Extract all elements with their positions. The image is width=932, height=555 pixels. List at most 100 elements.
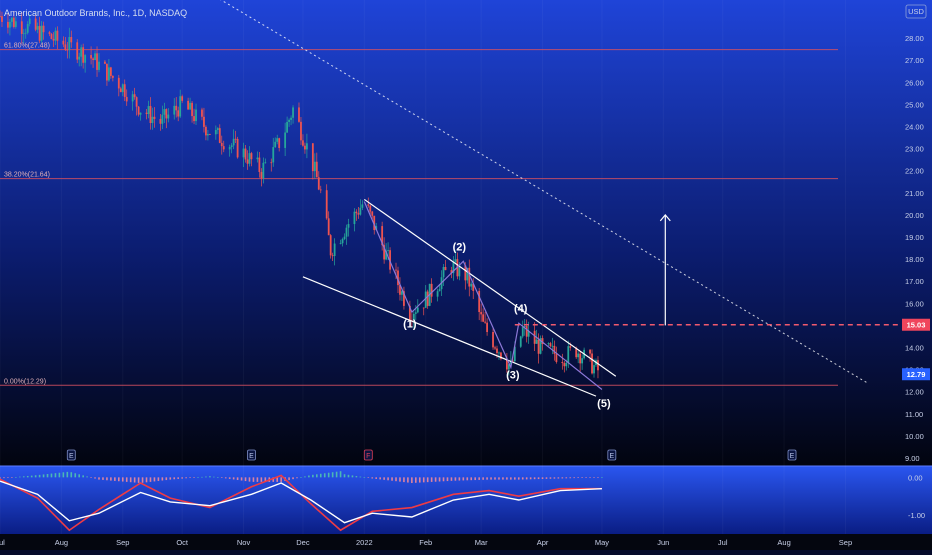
macd-hist-bar [430, 477, 433, 482]
macd-hist-bar [288, 477, 290, 481]
candle-body [181, 96, 184, 101]
price-tick: 18.00 [905, 255, 924, 264]
candle-body [161, 114, 164, 124]
macd-hist-bar [494, 477, 496, 480]
macd-hist-bar [319, 473, 322, 478]
candle-body [523, 326, 526, 328]
price-badge [902, 368, 930, 381]
candle-body [589, 349, 591, 354]
macd-hist-bar [0, 477, 1, 479]
candle-body [10, 17, 13, 22]
candle-body [106, 63, 108, 81]
macd-hist-bar [26, 475, 29, 478]
price-badge-text: 15.03 [907, 321, 926, 330]
macd-hist-bar [601, 477, 603, 478]
price-tick: 16.00 [905, 299, 924, 308]
time-tick: Sep [116, 538, 129, 547]
candle-body [426, 291, 429, 306]
macd-hist-bar [125, 477, 128, 482]
macd-hist-bar [137, 477, 140, 483]
candle-body [347, 224, 350, 228]
candle-body [357, 213, 360, 215]
candle-body [450, 270, 453, 274]
candle-body [311, 143, 314, 172]
macd-hist-bar [316, 474, 318, 478]
macd-hist-bar [121, 477, 124, 482]
target-arrow-head [659, 213, 671, 222]
macd-hist-bar [517, 477, 520, 480]
candle-body [208, 133, 211, 135]
candle-body [191, 102, 193, 117]
event-marker-letter: E [790, 453, 795, 460]
candle-body [492, 332, 494, 348]
macd-hist-bar [169, 477, 172, 480]
macd-hist-bar [201, 476, 203, 478]
macd-hist-bar [426, 477, 429, 483]
candle-body [76, 42, 79, 60]
macd-hist-bar [347, 474, 350, 478]
candle-body [565, 362, 568, 367]
wave-label: (3) [506, 369, 520, 381]
event-marker-letter: E [249, 453, 254, 460]
candle-body [123, 84, 126, 97]
time-tick: Mar [475, 538, 488, 547]
macd-hist-bar [304, 476, 306, 478]
macd-hist-bar [98, 477, 100, 480]
candle-body [361, 204, 364, 208]
time-tick: May [595, 538, 609, 547]
candle-body [177, 110, 180, 117]
macd-hist-bar [593, 477, 595, 478]
macd-hist-bar [529, 477, 532, 480]
candle-body [553, 345, 556, 354]
price-pane-bg [0, 0, 932, 466]
drawings: (1) (2) (3) (4) (5) [220, 0, 900, 410]
candle-body [52, 38, 55, 41]
candle-body [153, 116, 156, 119]
macd-hist-bar [312, 474, 314, 478]
time-tick: Dec [296, 538, 310, 547]
candle-body [466, 267, 469, 281]
fib-label: 38.20%(21.64) [4, 172, 50, 179]
price-tick: 21.00 [905, 189, 924, 198]
candle-body [424, 291, 427, 308]
candle-body [133, 94, 136, 98]
candle-body [42, 25, 45, 33]
candle-body [145, 112, 148, 115]
candle-body [220, 142, 223, 147]
macd-hist-bar [86, 476, 88, 478]
candle-body [472, 283, 475, 291]
candle-body [430, 283, 433, 297]
candle-body [109, 67, 112, 76]
candle-body [539, 338, 542, 354]
currency-label: USD [908, 7, 924, 16]
candle-body [454, 259, 457, 262]
macd-hist-bar [466, 477, 469, 481]
macd-hist-bar [118, 477, 120, 482]
event-marker-box [247, 449, 256, 461]
macd-signal-line [0, 474, 602, 532]
macd-hist-bar [442, 477, 445, 482]
candle-body [442, 266, 445, 278]
macd-hist-bar [379, 477, 381, 480]
macd-hist-bar [422, 477, 425, 483]
candle-body [111, 75, 114, 78]
candle-body [205, 126, 207, 136]
candle-body [577, 353, 580, 358]
candle-body [345, 227, 348, 237]
macd-hist-bar [533, 477, 536, 480]
candle-body [315, 161, 318, 178]
candle-body [319, 189, 322, 191]
candle-body [234, 138, 237, 140]
macd-hist-bar [541, 477, 544, 479]
candle-body [541, 338, 544, 345]
macd-hist-bar [521, 477, 524, 480]
macd-hist-bar [34, 475, 37, 478]
macd-hist-bar [403, 477, 405, 483]
candle-body [216, 128, 219, 131]
candle-body [258, 157, 261, 173]
macd-hist-bar [363, 477, 366, 478]
macd-hist-bar [359, 476, 362, 478]
candle-body [230, 145, 233, 148]
candle-body [98, 61, 100, 70]
